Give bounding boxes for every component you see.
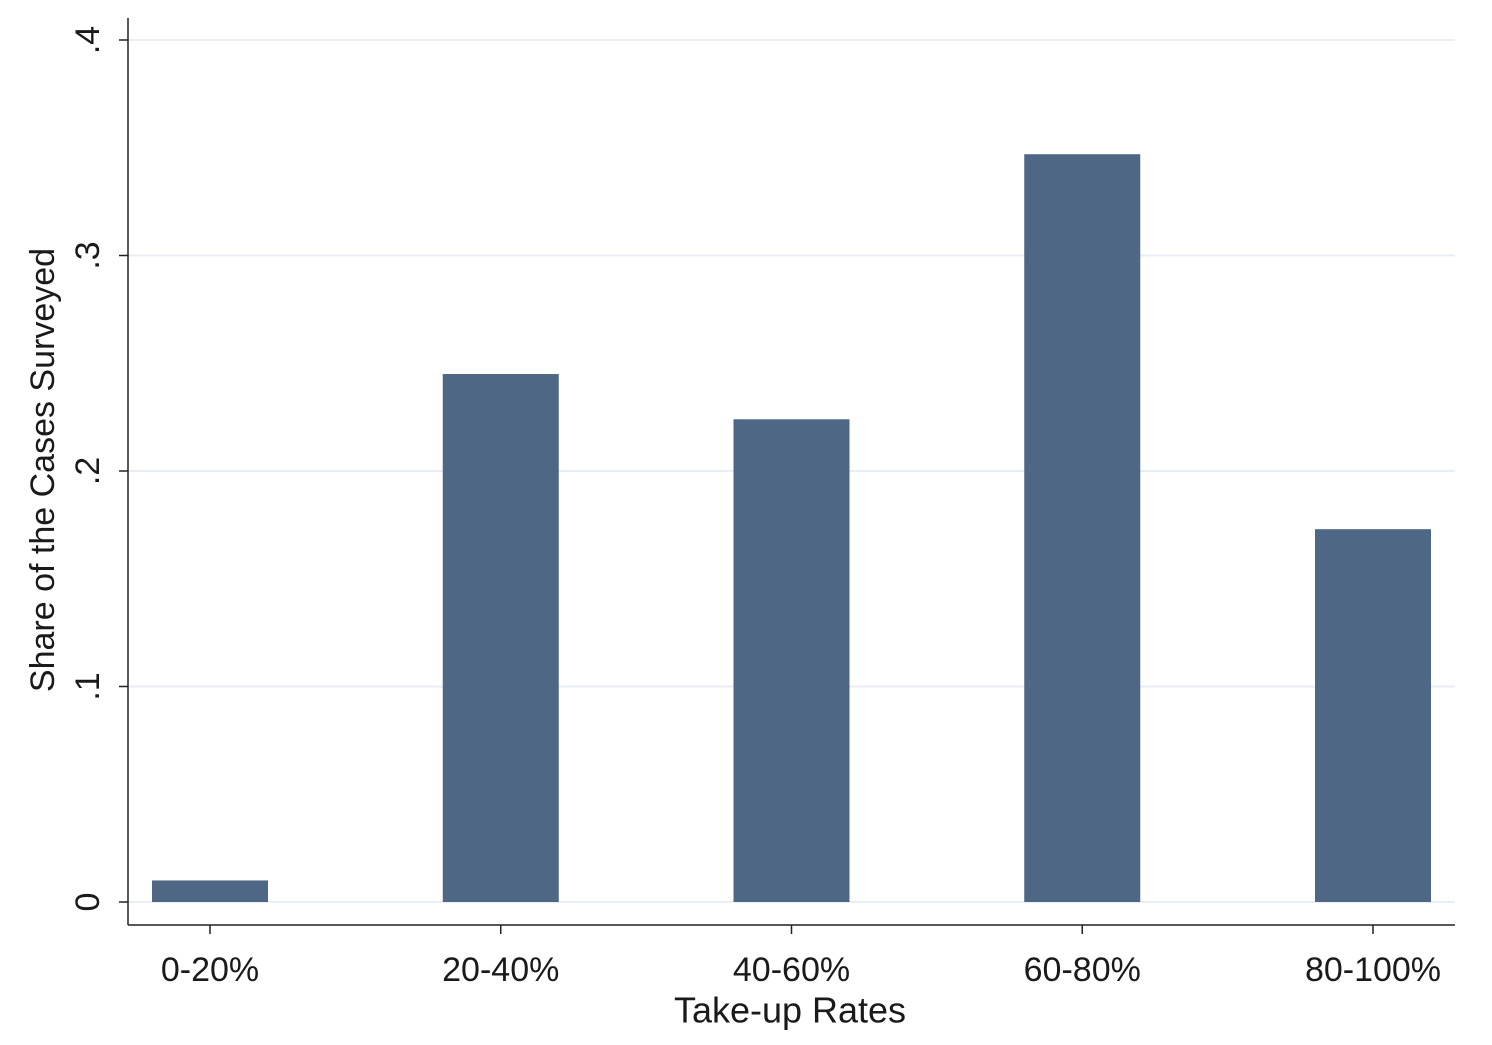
bar [1315,529,1431,902]
x-tick-label: 60-80% [1024,951,1141,989]
y-tick-label: .2 [69,457,107,485]
y-axis-title: Share of the Cases Surveyed [24,248,62,692]
y-tick-label: .3 [69,241,107,269]
x-tick-label: 0-20% [161,951,259,989]
x-tick-label: 40-60% [733,951,850,989]
y-tick-label: .1 [69,672,107,700]
bar [442,374,559,902]
x-tick-label: 80-100% [1305,951,1441,989]
bar [733,419,850,902]
bar [152,880,268,902]
x-axis-title: Take-up Rates [674,990,906,1031]
y-tick-label: 0 [69,893,107,912]
x-tick-label: 20-40% [442,951,559,989]
y-tick-label: .4 [69,26,107,54]
bar [1024,154,1141,903]
